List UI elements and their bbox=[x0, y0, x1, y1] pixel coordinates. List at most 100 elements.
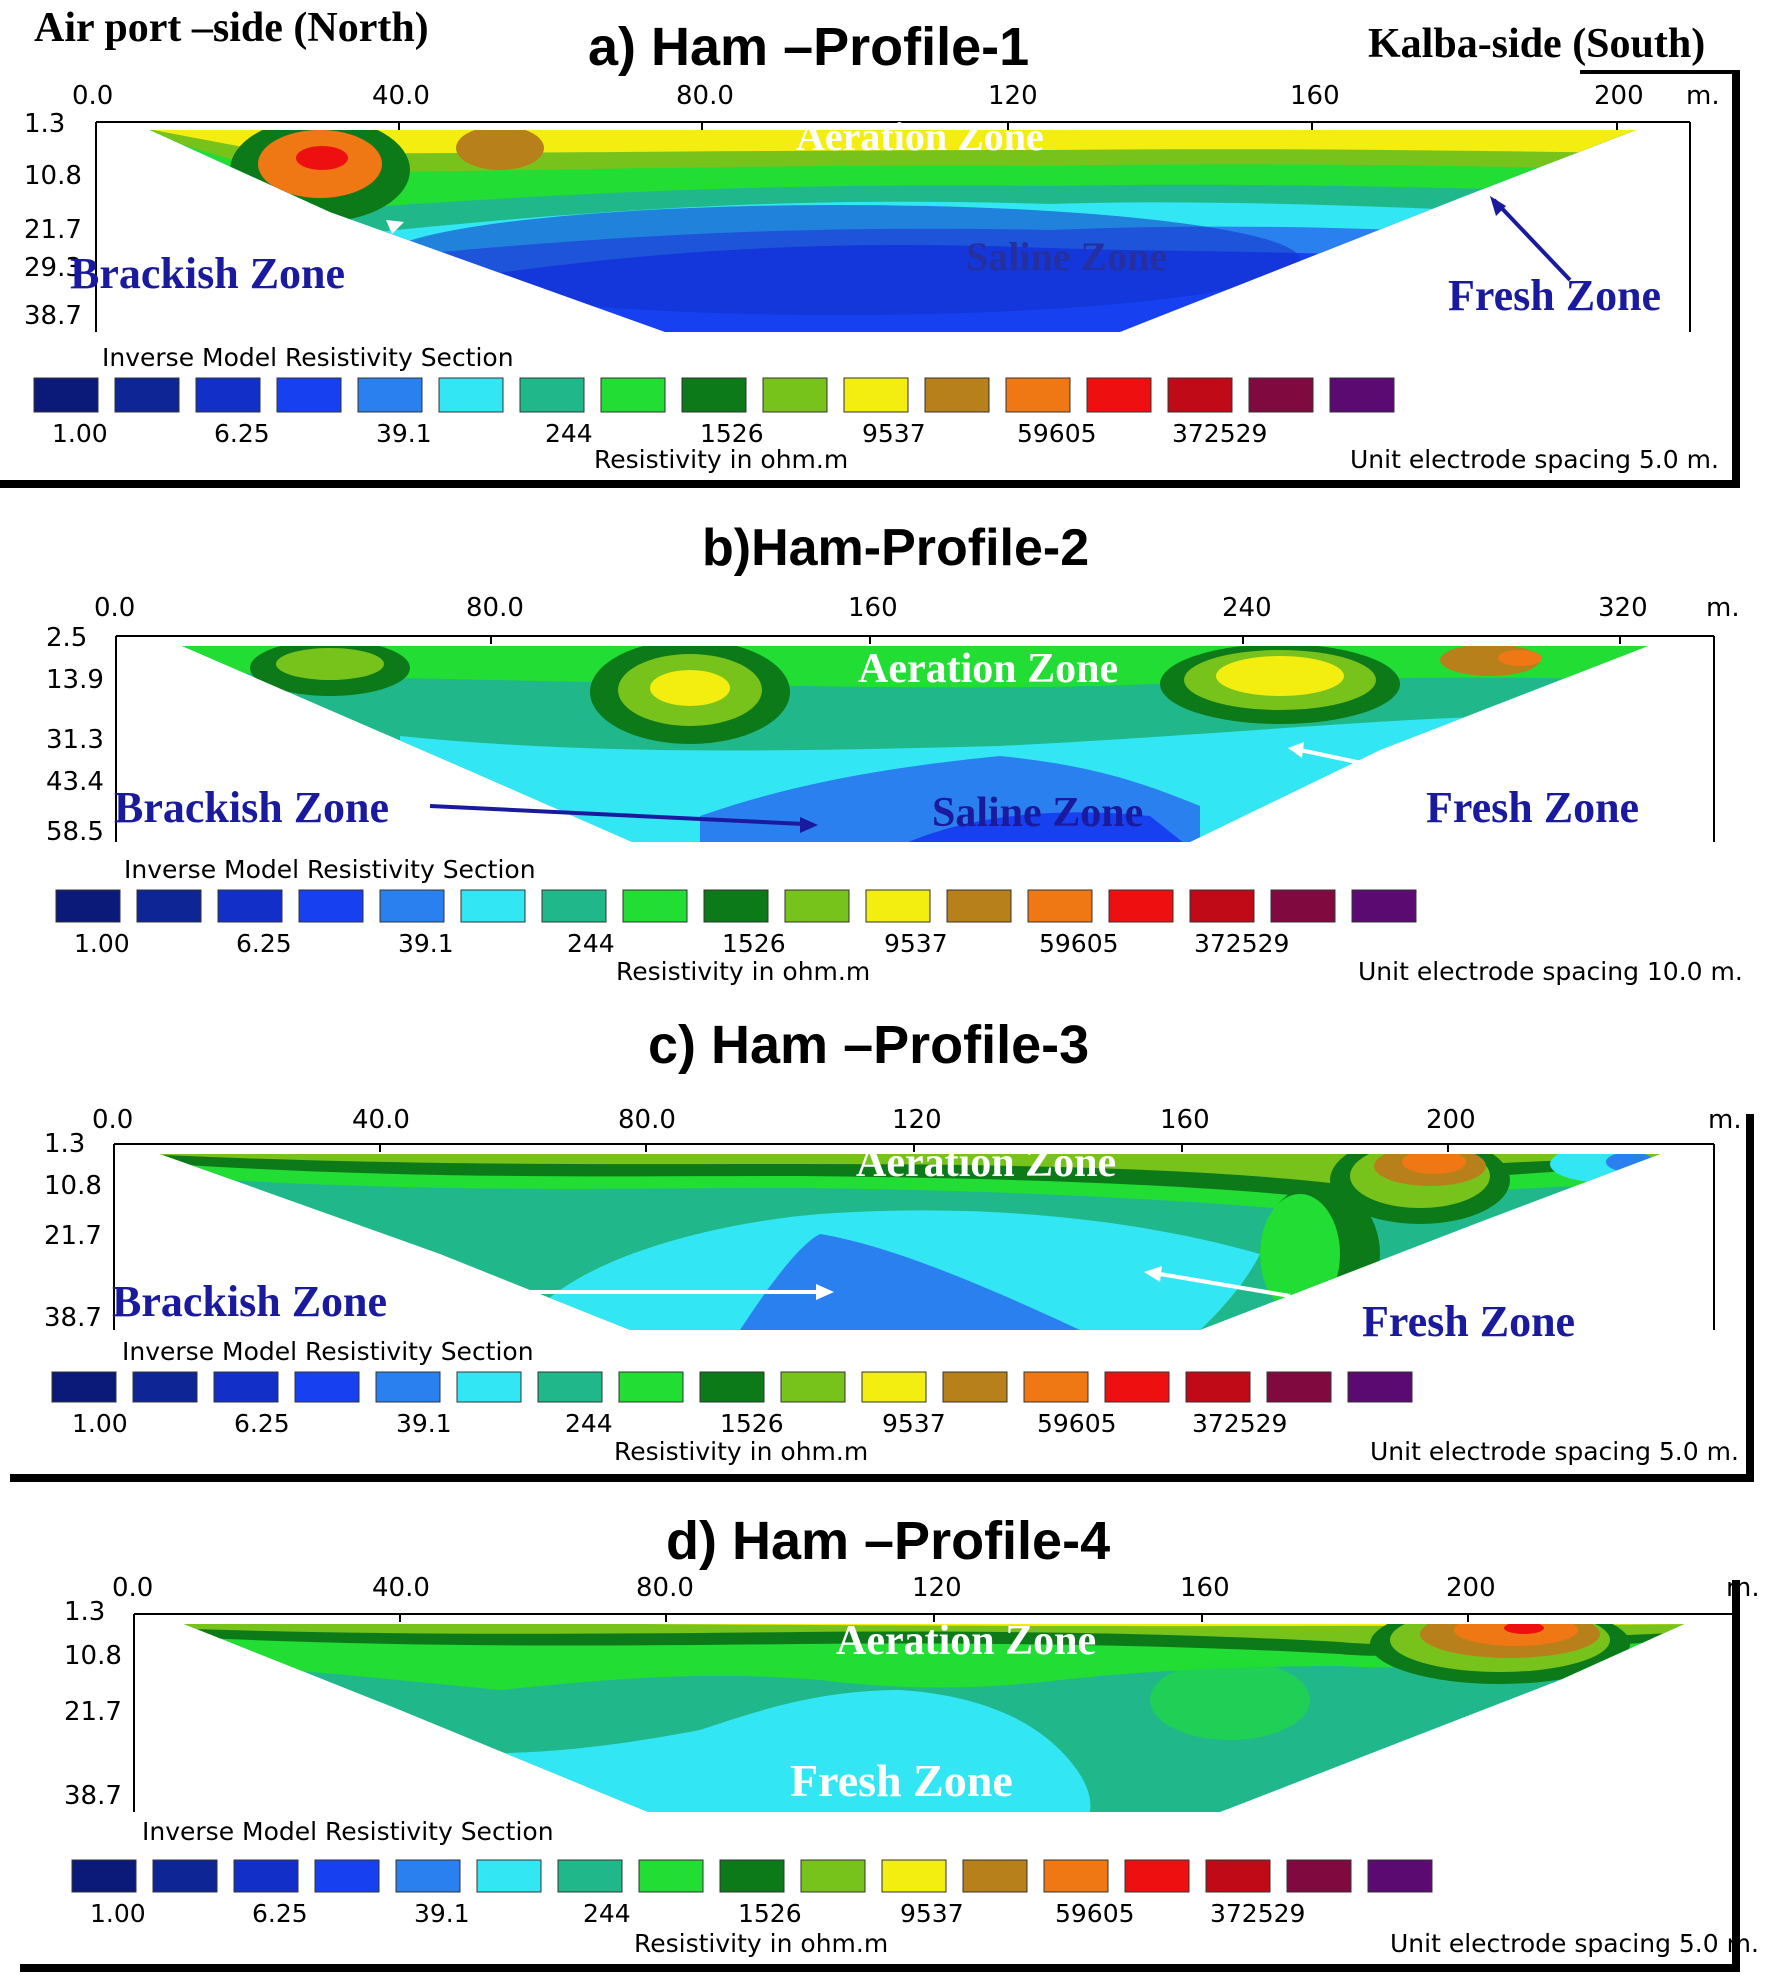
panel-a-xlabel: Resistivity in ohm.m bbox=[594, 445, 848, 474]
panel-a-fresh-zone: Fresh Zone bbox=[1448, 271, 1661, 320]
south-side-label: Kalba-side (South) bbox=[1368, 21, 1706, 67]
panel-c-section bbox=[160, 1154, 1660, 1330]
colorbar-swatch-15 bbox=[1270, 889, 1336, 923]
panel-a-colorbar: 1.00 6.25 39.1 244 1526 9537 59605 372529 bbox=[33, 377, 1395, 448]
panel-c-colorbar: 1.00 6.25 39.1 244 1526 9537 59605 372529 bbox=[51, 1371, 1413, 1438]
colorbar-label-5: 9537 bbox=[900, 1899, 964, 1928]
colorbar-swatch-10 bbox=[843, 377, 909, 413]
panel-d-title: d) Ham –Profile-4 bbox=[666, 1511, 1111, 1571]
colorbar-label-2: 39.1 bbox=[414, 1899, 470, 1928]
colorbar-swatch-2 bbox=[195, 377, 261, 413]
panel-a-fresh-arrowhead bbox=[1490, 196, 1506, 216]
colorbar-label-3: 244 bbox=[565, 1409, 613, 1438]
colorbar-swatch-3 bbox=[298, 889, 364, 923]
colorbar-swatch-1 bbox=[152, 1859, 218, 1893]
colorbar-swatch-6 bbox=[541, 889, 607, 923]
colorbar-swatch-14 bbox=[1167, 377, 1233, 413]
panel-b-fresh-zone: Fresh Zone bbox=[1426, 783, 1639, 832]
panel-c-depth-2: 21.7 bbox=[44, 1221, 102, 1251]
colorbar-swatch-16 bbox=[1347, 1371, 1413, 1403]
colorbar-label-7: 372529 bbox=[1172, 419, 1267, 448]
colorbar-swatch-9 bbox=[784, 889, 850, 923]
panel-a-depth-1: 10.8 bbox=[24, 161, 82, 191]
panel-b-xtick-2: 160 bbox=[848, 593, 898, 623]
panel-c-xunit: m. bbox=[1708, 1105, 1742, 1135]
panel-c-legend-title: Inverse Model Resistivity Section bbox=[122, 1337, 534, 1366]
colorbar-swatch-5 bbox=[456, 1371, 522, 1403]
colorbar-swatch-16 bbox=[1351, 889, 1417, 923]
panel-b-chart: 0.0 80.0 160 240 320 m. 2.5 13.9 31.3 43… bbox=[46, 593, 1743, 986]
panel-b-depth-2: 31.3 bbox=[46, 725, 104, 755]
panel-a-section bbox=[150, 130, 1636, 332]
colorbar-swatch-1 bbox=[132, 1371, 198, 1403]
panel-b-xunit: m. bbox=[1706, 593, 1740, 623]
panel-c-depth-3: 38.7 bbox=[44, 1303, 102, 1333]
panel-d-xlabel: Resistivity in ohm.m bbox=[634, 1929, 888, 1958]
panel-b-xtick-1: 80.0 bbox=[466, 593, 524, 623]
panel-b-xlabel: Resistivity in ohm.m bbox=[616, 957, 870, 986]
colorbar-swatch-11 bbox=[962, 1859, 1028, 1893]
panel-d-xtick-2: 80.0 bbox=[636, 1573, 694, 1603]
colorbar-label-0: 1.00 bbox=[52, 419, 108, 448]
colorbar-swatch-8 bbox=[681, 377, 747, 413]
colorbar-swatch-5 bbox=[476, 1859, 542, 1893]
panel-c-xtick-0: 0.0 bbox=[92, 1105, 133, 1135]
panel-d-xtick-3: 120 bbox=[912, 1573, 962, 1603]
colorbar-swatch-9 bbox=[780, 1371, 846, 1403]
colorbar-label-1: 6.25 bbox=[234, 1409, 290, 1438]
colorbar-swatch-13 bbox=[1108, 889, 1174, 923]
panel-b-colorbar: 1.00 6.25 39.1 244 1526 9537 59605 372529 bbox=[55, 889, 1417, 958]
panel-b-brackish-zone: Brackish Zone bbox=[114, 783, 389, 832]
colorbar-swatch-4 bbox=[357, 377, 423, 413]
panel-b-title: b)Ham-Profile-2 bbox=[702, 519, 1090, 577]
panel-d-xtick-4: 160 bbox=[1180, 1573, 1230, 1603]
panel-a-brackish-zone: Brackish Zone bbox=[70, 249, 345, 298]
panel-a-xtick-1: 40.0 bbox=[372, 81, 430, 111]
colorbar-swatch-16 bbox=[1367, 1859, 1433, 1893]
colorbar-label-6: 59605 bbox=[1039, 929, 1119, 958]
colorbar-swatch-1 bbox=[136, 889, 202, 923]
panel-a-aeration-zone: Aeration Zone bbox=[796, 114, 1044, 159]
panel-d-chart: 0.0 40.0 80.0 120 160 200 m. 1.3 10.8 21… bbox=[20, 1573, 1760, 1972]
colorbar-swatch-13 bbox=[1104, 1371, 1170, 1403]
panel-b-xtick-3: 240 bbox=[1222, 593, 1272, 623]
colorbar-swatch-4 bbox=[395, 1859, 461, 1893]
colorbar-label-0: 1.00 bbox=[90, 1899, 146, 1928]
colorbar-swatch-10 bbox=[861, 1371, 927, 1403]
panel-d-depth-0: 1.3 bbox=[64, 1597, 105, 1627]
panel-b-fresh-arrowhead bbox=[1288, 742, 1304, 758]
colorbar-swatch-2 bbox=[213, 1371, 279, 1403]
colorbar-label-4: 1526 bbox=[738, 1899, 802, 1928]
panel-a-saline-zone: Saline Zone bbox=[966, 234, 1167, 279]
colorbar-swatch-3 bbox=[276, 377, 342, 413]
panel-a-depth-2: 21.7 bbox=[24, 215, 82, 245]
panel-b-depth-3: 43.4 bbox=[46, 767, 104, 797]
panel-a-xunit: m. bbox=[1686, 81, 1720, 111]
colorbar-swatch-12 bbox=[1043, 1859, 1109, 1893]
colorbar-label-0: 1.00 bbox=[74, 929, 130, 958]
colorbar-swatch-4 bbox=[375, 1371, 441, 1403]
colorbar-swatch-3 bbox=[294, 1371, 360, 1403]
colorbar-swatch-14 bbox=[1205, 1859, 1271, 1893]
panel-d-depth-2: 21.7 bbox=[64, 1697, 122, 1727]
panel-b-fresh-arrow bbox=[1299, 748, 1377, 768]
panel-a-xtick-2: 80.0 bbox=[676, 81, 734, 111]
colorbar-swatch-14 bbox=[1185, 1371, 1251, 1403]
panel-a-depth-3: 29.3 bbox=[24, 253, 82, 283]
colorbar-swatch-16 bbox=[1329, 377, 1395, 413]
panel-b-aeration-zone: Aeration Zone bbox=[858, 646, 1118, 692]
colorbar-swatch-8 bbox=[719, 1859, 785, 1893]
colorbar-swatch-8 bbox=[703, 889, 769, 923]
colorbar-swatch-2 bbox=[217, 889, 283, 923]
panel-c-xtick-4: 160 bbox=[1160, 1105, 1210, 1135]
colorbar-swatch-3 bbox=[314, 1859, 380, 1893]
panel-c-fresh-arrowhead bbox=[1144, 1266, 1162, 1282]
colorbar-swatch-7 bbox=[622, 889, 688, 923]
colorbar-swatch-6 bbox=[557, 1859, 623, 1893]
colorbar-label-1: 6.25 bbox=[236, 929, 292, 958]
panel-d-xtick-5: 200 bbox=[1446, 1573, 1496, 1603]
panel-d-depth-1: 10.8 bbox=[64, 1641, 122, 1671]
colorbar-swatch-5 bbox=[438, 377, 504, 413]
panel-c-xtick-5: 200 bbox=[1426, 1105, 1476, 1135]
colorbar-swatch-12 bbox=[1027, 889, 1093, 923]
